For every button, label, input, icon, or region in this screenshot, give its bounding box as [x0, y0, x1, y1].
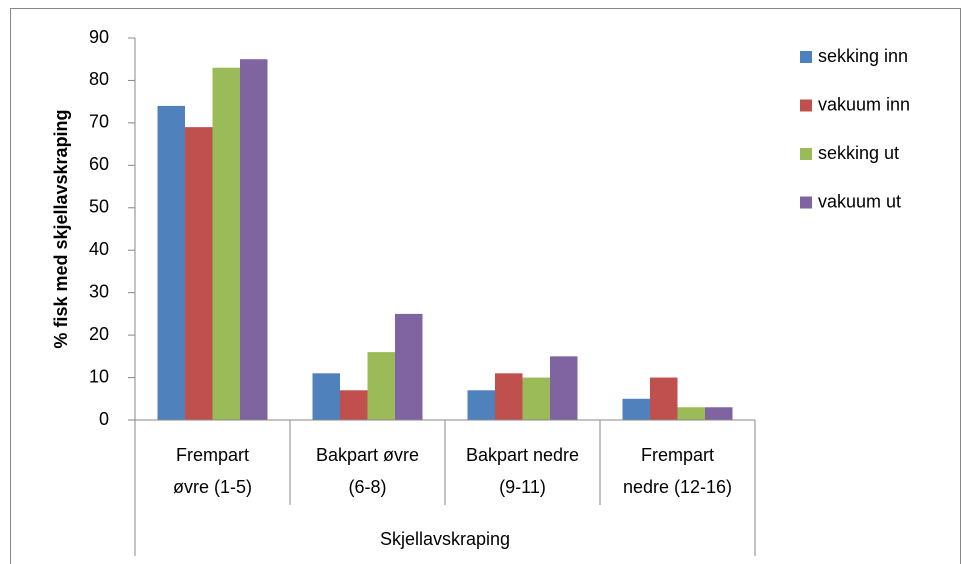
legend-swatch	[800, 51, 812, 63]
y-tick-label: 60	[89, 154, 109, 174]
x-tick-label: Frempart	[641, 445, 714, 465]
bar	[185, 127, 213, 420]
x-tick-label: nedre (12-16)	[623, 477, 732, 497]
x-tick-label: (9-11)	[499, 477, 546, 497]
bar	[340, 390, 368, 420]
legend-swatch	[800, 99, 812, 112]
x-tick-label: (6-8)	[348, 477, 386, 497]
bar	[705, 407, 733, 420]
y-tick-label: 30	[89, 281, 109, 301]
y-tick-label: 10	[89, 366, 109, 386]
bar	[467, 390, 495, 420]
y-tick-label: 50	[89, 197, 109, 217]
legend-label: sekking ut	[818, 143, 899, 163]
y-tick-label: 90	[89, 27, 109, 47]
bar	[650, 377, 678, 420]
legend-label: sekking inn	[818, 46, 908, 66]
x-tick-label: Bakpart øvre	[316, 445, 419, 465]
y-tick-label: 80	[89, 69, 109, 89]
x-tick-label: Bakpart nedre	[466, 445, 579, 465]
bar	[395, 313, 423, 420]
y-tick-label: 20	[89, 324, 109, 344]
bar	[240, 59, 268, 420]
bar	[495, 373, 523, 420]
x-axis-label: Skjellavskraping	[380, 529, 510, 549]
legend-swatch	[800, 196, 812, 209]
y-tick-label: 40	[89, 239, 109, 259]
x-tick-label: Frempart	[176, 445, 249, 465]
legend-swatch	[800, 148, 812, 160]
bar	[677, 407, 705, 420]
bar	[212, 67, 240, 420]
chart-frame	[10, 8, 961, 564]
bar	[157, 105, 185, 421]
y-tick-label: 70	[89, 112, 109, 132]
legend-label: vakuum ut	[818, 191, 901, 211]
y-axis-label: % fisk med skjellavskraping	[51, 109, 71, 348]
x-tick-label: øvre (1-5)	[173, 477, 252, 497]
bar	[622, 398, 650, 420]
bar	[312, 373, 340, 420]
legend-label: vakuum inn	[818, 94, 910, 114]
bar	[550, 356, 578, 420]
y-tick-label: 0	[99, 409, 109, 429]
bar	[522, 377, 550, 420]
bar	[367, 352, 395, 420]
